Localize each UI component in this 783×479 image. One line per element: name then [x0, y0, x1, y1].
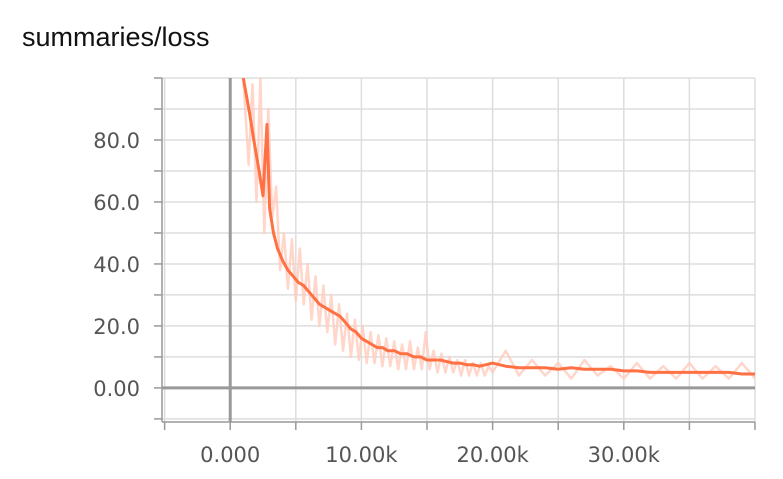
grid-lines [154, 77, 756, 430]
y-tick-label: 0.00 [93, 377, 140, 401]
smoothed-series [241, 78, 755, 376]
raw-loss-line [242, 78, 755, 380]
smoothed-loss-line [241, 78, 755, 376]
y-tick-label: 40.0 [93, 253, 140, 277]
y-tick-label: 20.0 [93, 315, 140, 339]
tick-labels: 0.000 10.00k 20.00k 30.00k 0.00 20.0 40.0 60.0 8… [93, 129, 661, 467]
y-tick-label: 80.0 [93, 129, 140, 153]
x-tick-label: 10.00k [325, 443, 398, 467]
raw-series [242, 78, 755, 380]
axes [161, 78, 755, 423]
x-tick-label: 20.00k [456, 443, 529, 467]
y-tick-label: 60.0 [93, 191, 140, 215]
x-tick-label: 0.000 [200, 443, 260, 467]
x-tick-label: 30.00k [588, 443, 661, 467]
chart-title: summaries/loss [22, 22, 210, 52]
